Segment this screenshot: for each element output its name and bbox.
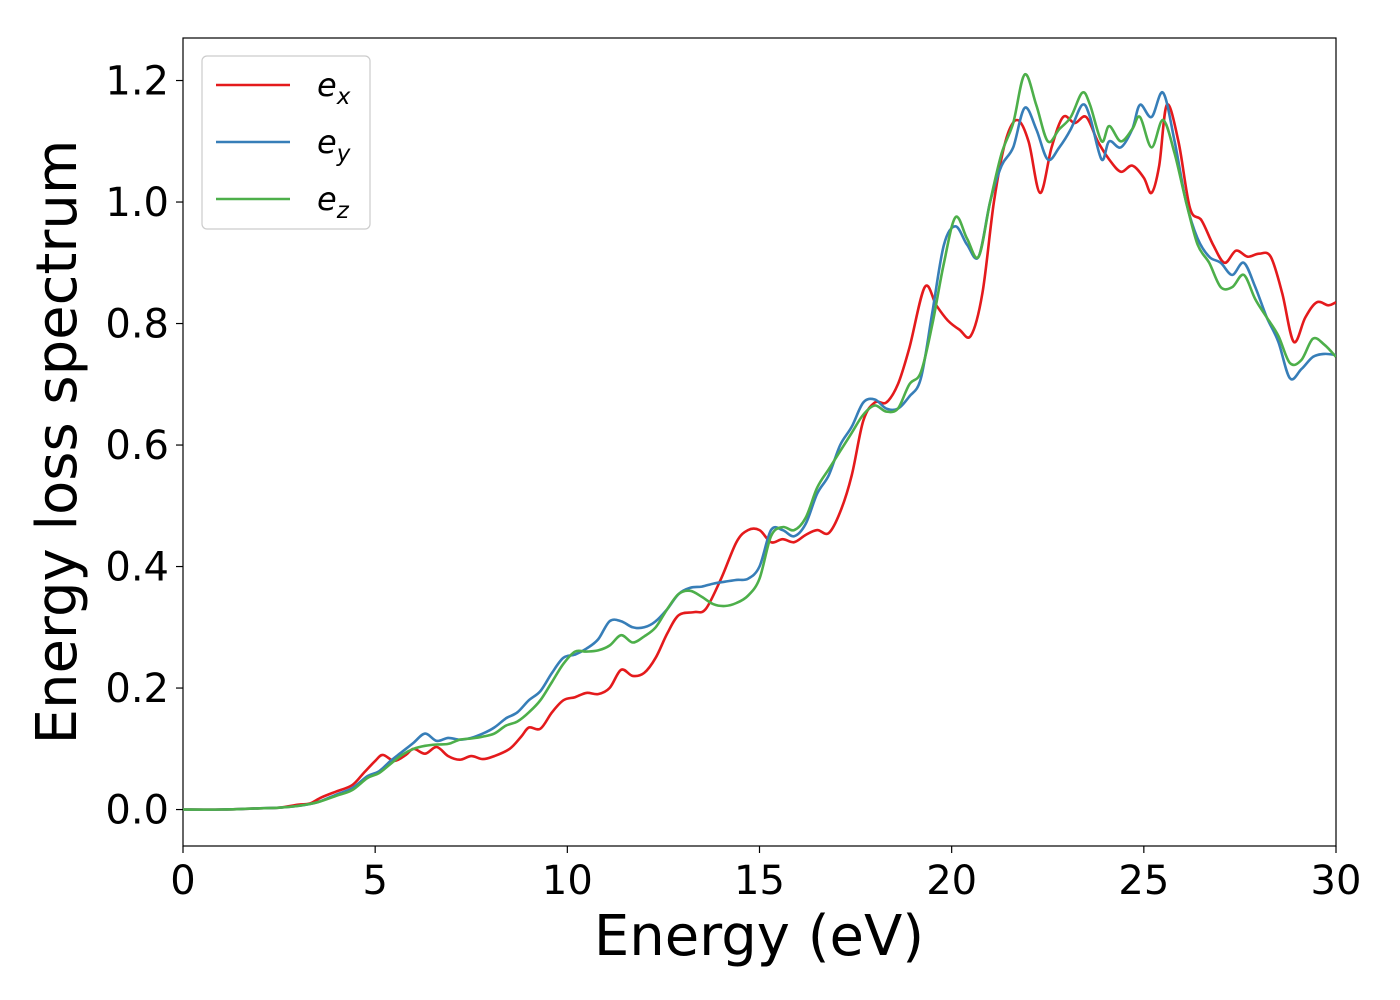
x-tick-label: 10 [542, 858, 593, 904]
y-axis-ticks: 0.0 0.2 0.4 0.6 0.8 1.0 1.2 [105, 59, 183, 834]
series-line-e-z [183, 73, 1336, 811]
x-axis-ticks: 0 5 10 15 20 25 30 [170, 846, 1361, 904]
x-tick-label: 5 [362, 858, 387, 904]
x-tick-label: 15 [734, 858, 785, 904]
series-line-e-x [183, 103, 1336, 811]
y-tick-label: 0.0 [105, 788, 169, 834]
legend-label-e-y: ey [317, 123, 351, 167]
legend: ex ey ez [201, 55, 371, 230]
y-tick-label: 0.4 [105, 545, 169, 591]
x-tick-label: 20 [926, 858, 977, 904]
x-tick-label: 25 [1118, 858, 1169, 904]
series-layer [183, 73, 1336, 811]
y-tick-label: 0.2 [105, 666, 169, 712]
legend-label-e-z: ez [317, 180, 350, 224]
series-line-e-y [183, 91, 1336, 811]
y-tick-label: 1.0 [105, 180, 169, 226]
x-tick-label: 0 [170, 858, 195, 904]
y-tick-label: 1.2 [105, 59, 169, 105]
x-tick-label: 30 [1311, 858, 1362, 904]
y-tick-label: 0.8 [105, 302, 169, 348]
y-tick-label: 0.6 [105, 423, 169, 469]
x-axis-title: Energy (eV) [594, 904, 924, 969]
legend-label-e-x: ex [317, 66, 351, 110]
y-axis-title: Energy loss spectrum [25, 140, 90, 745]
